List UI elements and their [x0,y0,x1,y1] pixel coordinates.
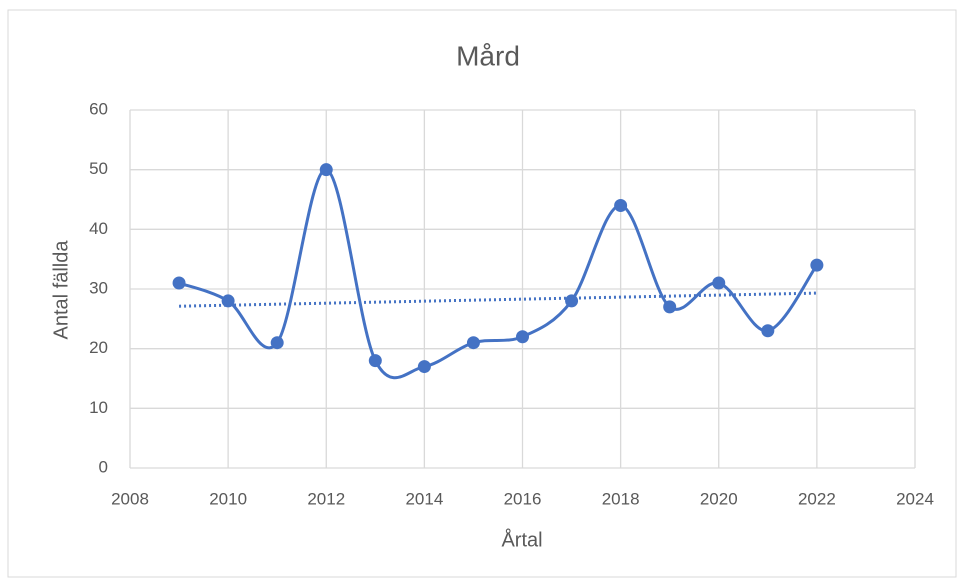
x-tick-label: 2020 [700,489,738,508]
data-point [712,276,726,290]
y-tick-label: 10 [89,398,108,417]
data-point [417,360,431,374]
data-point [221,294,235,308]
chart-frame [7,9,957,578]
x-tick-label: 2010 [209,489,247,508]
y-tick-label: 50 [89,159,108,178]
x-axis-title: Årtal [501,528,542,551]
x-tick-label: 2014 [405,489,443,508]
data-point [270,336,284,350]
data-point [565,294,579,308]
data-point [516,330,529,344]
y-axis-title: Antal fällda [50,240,72,340]
y-tick-label: 20 [89,338,108,357]
x-tick-label: 2022 [798,489,836,508]
trendline [179,291,817,308]
y-tick-label: 30 [89,278,108,297]
chart-title: Mård [456,40,520,71]
data-point [614,198,628,212]
data-point [172,276,186,290]
data-point [810,258,824,272]
data-point [761,324,775,338]
y-tick-label: 40 [89,219,108,238]
data-point [319,163,333,177]
data-point [663,300,677,314]
x-tick-label: 2008 [111,489,149,508]
data-point [466,336,480,350]
y-tick-label: 0 [99,457,108,476]
x-tick-label: 2012 [307,489,345,508]
data-point [368,354,382,368]
x-tick-label: 2016 [504,489,542,508]
x-tick-label: 2024 [896,489,934,508]
x-tick-label: 2018 [602,489,640,508]
y-tick-label: 60 [89,99,108,118]
